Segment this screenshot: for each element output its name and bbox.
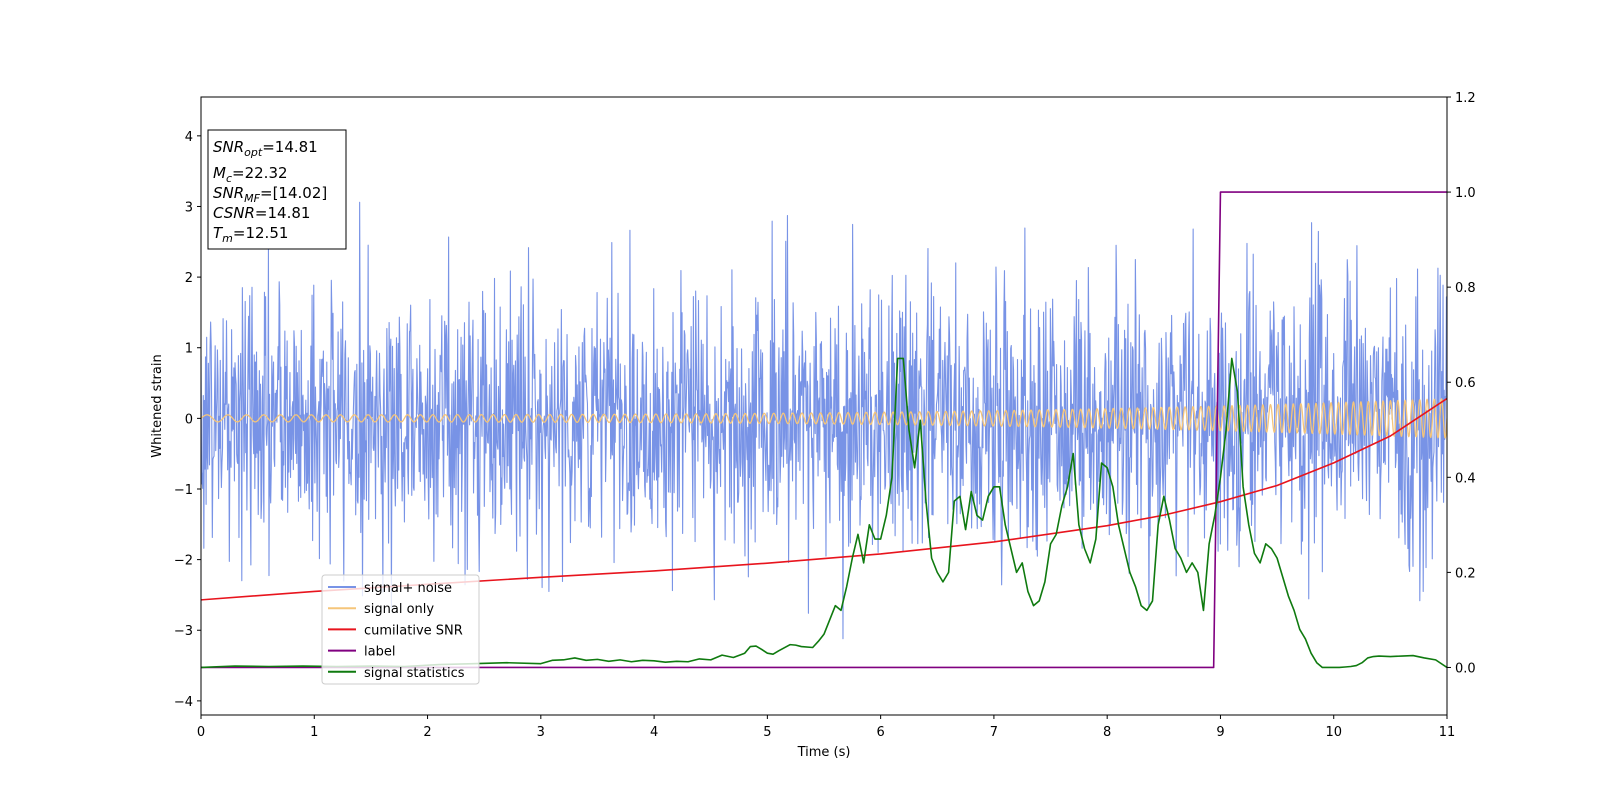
- series-signal-statistics-line: [201, 357, 1447, 669]
- y2-tick-label: 1.0: [1455, 186, 1476, 201]
- x-tick-label: 8: [1103, 725, 1111, 740]
- info-box-frame: [207, 129, 347, 250]
- y2-tick-label: 0.0: [1455, 661, 1476, 676]
- x-tick-label: 11: [1439, 725, 1456, 740]
- info-line: Tm=12.51: [213, 224, 288, 245]
- info-line: SNRopt=14.81: [213, 138, 318, 159]
- x-tick-label: 0: [197, 725, 205, 740]
- series-signal-noise-line: [201, 201, 1447, 640]
- info-subscript: c: [226, 172, 232, 185]
- ticks-layer: 0 1 2 3 4 5 6 7 8 9 10 11 −4 −3 −2 −1 0 1 2 3 4 0.0 0.2 0.4 0.6 0…: [174, 91, 1476, 740]
- y2-tick-label: 0.4: [1455, 471, 1476, 486]
- legend-label: label: [364, 645, 395, 660]
- y2-tick-label: 0.8: [1455, 281, 1476, 296]
- x-tick-label: 5: [763, 725, 771, 740]
- y-tick-label: −4: [174, 695, 193, 710]
- info-subscript: opt: [244, 146, 263, 159]
- x-tick-label: 7: [990, 725, 998, 740]
- x-tick-label: 3: [537, 725, 545, 740]
- info-subscript: MF: [244, 192, 260, 205]
- y-tick-label: 3: [185, 200, 193, 215]
- info-line: SNRMF=[14.02]: [213, 184, 327, 205]
- y-tick-label: 1: [185, 342, 193, 357]
- y-tick-label: −1: [174, 483, 193, 498]
- legend-label: signal statistics: [364, 666, 465, 681]
- info-symbol: CSNR: [213, 204, 255, 222]
- info-line: Mc=22.32: [213, 164, 288, 185]
- y-tick-label: −3: [174, 624, 193, 639]
- axes-frame: [200, 96, 1448, 716]
- y2-tick-label: 0.6: [1455, 376, 1476, 391]
- legend-label: cumilative SNR: [364, 623, 463, 638]
- info-value: =14.81: [262, 138, 318, 156]
- y-tick-label: 2: [185, 271, 193, 286]
- info-line: CSNR=14.81: [213, 204, 310, 222]
- info-symbol: M: [213, 164, 226, 182]
- info-symbol: T: [213, 224, 224, 242]
- x-tick-label: 6: [876, 725, 884, 740]
- y2-tick-label: 0.2: [1455, 566, 1476, 581]
- info-value: =[14.02]: [260, 184, 327, 202]
- info-symbol: SNR: [213, 184, 244, 202]
- x-tick-label: 10: [1325, 725, 1342, 740]
- x-tick-label: 9: [1216, 725, 1224, 740]
- y-tick-label: 4: [185, 130, 193, 145]
- y-tick-label: −2: [174, 554, 193, 569]
- y-axis-label: Whitened strain: [150, 354, 165, 457]
- series-signal-only-line: [201, 398, 1447, 439]
- series-label-line: [201, 191, 1447, 669]
- info-box: SNRopt=14.81Mc=22.32SNRMF=[14.02]CSNR=14…: [207, 129, 347, 250]
- y2-tick-label: 1.2: [1455, 91, 1476, 106]
- x-tick-label: 1: [310, 725, 318, 740]
- x-axis-label: Time (s): [797, 745, 851, 760]
- legend: signal+ noise signal only cumilative SNR la…: [321, 574, 480, 685]
- info-value: =14.81: [255, 204, 311, 222]
- info-value: =12.51: [233, 224, 289, 242]
- info-subscript: m: [222, 232, 233, 245]
- info-value: =22.32: [232, 164, 288, 182]
- legend-label: signal only: [364, 602, 434, 617]
- legend-frame: [321, 574, 480, 685]
- x-tick-label: 4: [650, 725, 658, 740]
- x-tick-label: 2: [423, 725, 431, 740]
- info-symbol: SNR: [213, 138, 244, 156]
- y-tick-label: 0: [185, 412, 193, 427]
- legend-label: signal+ noise: [364, 581, 452, 596]
